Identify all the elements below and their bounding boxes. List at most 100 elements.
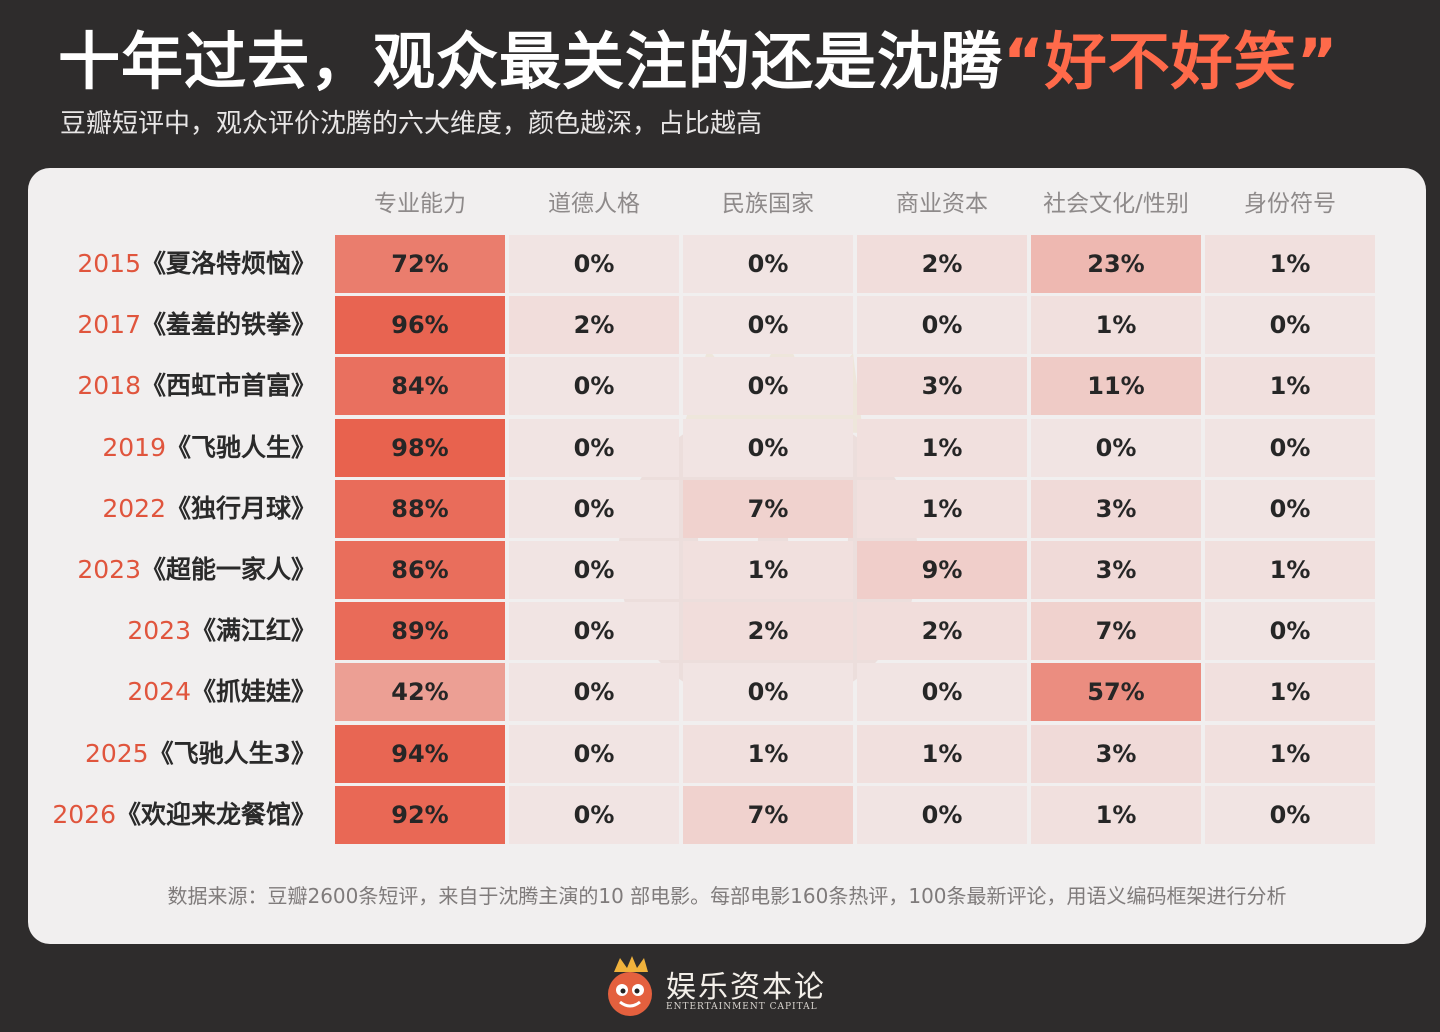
row-year: 2026 — [52, 799, 116, 829]
row-film-title: 《满江红》 — [190, 616, 316, 646]
row-label: 2024《抓娃娃》 — [127, 663, 316, 721]
row-year: 2022 — [102, 493, 166, 523]
heatmap-cell: 3% — [857, 357, 1027, 416]
brand-name: 娱乐资本论 — [666, 970, 826, 1005]
row-year: 2019 — [102, 432, 166, 462]
column-header: 专业能力 — [374, 191, 466, 217]
row-film-title: 《抓娃娃》 — [190, 677, 316, 707]
heatmap-cell: 0% — [509, 479, 679, 538]
row-film-title: 《羞羞的铁拳》 — [140, 310, 316, 340]
heatmap-cell: 42% — [335, 663, 505, 722]
column-header: 民族国家 — [722, 191, 814, 217]
row-year: 2025 — [84, 738, 149, 768]
heatmap-cell: 98% — [335, 418, 505, 477]
heatmap-cell: 1% — [1205, 357, 1375, 416]
heatmap-cell: 3% — [1031, 479, 1201, 538]
heatmap-cell: 1% — [683, 724, 853, 783]
heatmap-cell: 7% — [683, 785, 853, 844]
mascot-crown-icon — [608, 956, 652, 1016]
heatmap-cell: 2% — [509, 296, 679, 355]
row-film-title: 《独行月球》 — [165, 493, 316, 523]
heatmap-card: 专业能力 道德人格 民族国家 商业资本 社会文化/性别 身份符号 2015《夏洛特烦恼》 72… — [28, 168, 1426, 944]
row-year: 2017 — [77, 310, 141, 340]
row-label: 2023《超能一家人》 — [77, 541, 316, 599]
heatmap-cell: 0% — [683, 235, 853, 293]
row-year: 2015 — [77, 249, 141, 278]
heatmap-cell: 0% — [509, 418, 679, 477]
heatmap-cell: 0% — [509, 724, 679, 783]
heatmap-cell: 1% — [1205, 663, 1375, 722]
heatmap-cell: 0% — [1205, 479, 1375, 538]
row-film-title: 《欢迎来龙餐馆》 — [115, 799, 316, 829]
heatmap-cell: 2% — [683, 602, 853, 661]
heatmap-cell: 1% — [857, 724, 1027, 783]
row-film-title: 《西虹市首富》 — [140, 371, 316, 401]
heatmap-cell: 23% — [1031, 235, 1201, 293]
heatmap-cell: 0% — [683, 663, 853, 722]
column-header: 道德人格 — [548, 191, 640, 217]
heatmap-cell: 7% — [1031, 602, 1201, 661]
brand-name-en: ENTERTAINMENT CAPITAL — [666, 1002, 818, 1012]
heatmap-cell: 0% — [509, 663, 679, 722]
heatmap-cell: 0% — [1205, 296, 1375, 355]
row-label: 2026《欢迎来龙餐馆》 — [52, 786, 316, 844]
row-label: 2019《飞驰人生》 — [102, 419, 316, 477]
heatmap-cell: 88% — [335, 479, 505, 538]
row-label: 2018《西虹市首富》 — [77, 357, 316, 415]
row-label: 2023《满江红》 — [127, 602, 316, 660]
heatmap-cell: 0% — [683, 357, 853, 416]
heatmap-cell: 0% — [509, 785, 679, 844]
row-film-title: 《夏洛特烦恼》 — [140, 249, 316, 278]
heatmap-cell: 7% — [683, 479, 853, 538]
row-film-title: 《飞驰人生》 — [165, 432, 316, 462]
heatmap-cell: 0% — [683, 418, 853, 477]
page-title: 十年过去，观众最关注的还是沈腾“好不好笑” — [58, 22, 1339, 102]
heatmap-cell: 0% — [1205, 602, 1375, 661]
heatmap-cell: 0% — [1205, 418, 1375, 477]
row-label: 2025《飞驰人生3》 — [85, 725, 316, 783]
heatmap-cell: 72% — [335, 235, 505, 293]
row-film-title: 《飞驰人生3》 — [148, 738, 316, 768]
title-highlight: “好不好笑” — [1003, 25, 1339, 98]
heatmap-cell: 0% — [1031, 418, 1201, 477]
brand-footer: 娱乐资本论 ENTERTAINMENT CAPITAL — [600, 956, 840, 1026]
data-source-note: 数据来源：豆瓣2600条短评，来自于沈腾主演的10 部电影。每部电影160条热评… — [167, 884, 1287, 908]
row-label: 2017《羞羞的铁拳》 — [77, 296, 316, 354]
row-year: 2023 — [77, 555, 141, 584]
row-year: 2024 — [127, 677, 191, 707]
heatmap-cell: 1% — [1205, 724, 1375, 783]
heatmap-cell: 94% — [335, 724, 505, 783]
heatmap-cell: 0% — [857, 663, 1027, 722]
row-film-title: 《超能一家人》 — [140, 555, 316, 584]
heatmap-cell: 57% — [1031, 663, 1201, 722]
row-year: 2023 — [127, 616, 191, 646]
heatmap-cell: 0% — [509, 235, 679, 293]
heatmap-cell: 1% — [1031, 296, 1201, 355]
heatmap-cell: 9% — [857, 541, 1027, 599]
heatmap-cell: 0% — [509, 541, 679, 599]
heatmap-cell: 86% — [335, 541, 505, 599]
heatmap-cell: 1% — [1031, 785, 1201, 844]
heatmap-cell: 3% — [1031, 541, 1201, 599]
heatmap-cell: 0% — [857, 785, 1027, 844]
heatmap-cell: 96% — [335, 296, 505, 355]
heatmap-cell: 0% — [683, 296, 853, 355]
row-label: 2015《夏洛特烦恼》 — [77, 235, 316, 293]
heatmap-cell: 1% — [1205, 541, 1375, 599]
row-year: 2018 — [77, 371, 141, 401]
heatmap-cell: 3% — [1031, 724, 1201, 783]
heatmap-cell: 2% — [857, 235, 1027, 293]
heatmap-cell: 1% — [683, 541, 853, 599]
heatmap-cell: 0% — [1205, 785, 1375, 844]
heatmap-cell: 0% — [509, 602, 679, 661]
row-label: 2022《独行月球》 — [102, 480, 316, 538]
heatmap-cell: 0% — [857, 296, 1027, 355]
title-main: 十年过去，观众最关注的还是沈腾 — [58, 25, 1004, 98]
heatmap-cell: 1% — [857, 418, 1027, 477]
heatmap-cell: 2% — [857, 602, 1027, 661]
column-header: 身份符号 — [1244, 191, 1336, 217]
heatmap-cell: 84% — [335, 357, 505, 416]
column-header: 商业资本 — [896, 191, 988, 217]
heatmap-cell: 92% — [335, 785, 505, 844]
column-header: 社会文化/性别 — [1043, 191, 1189, 217]
